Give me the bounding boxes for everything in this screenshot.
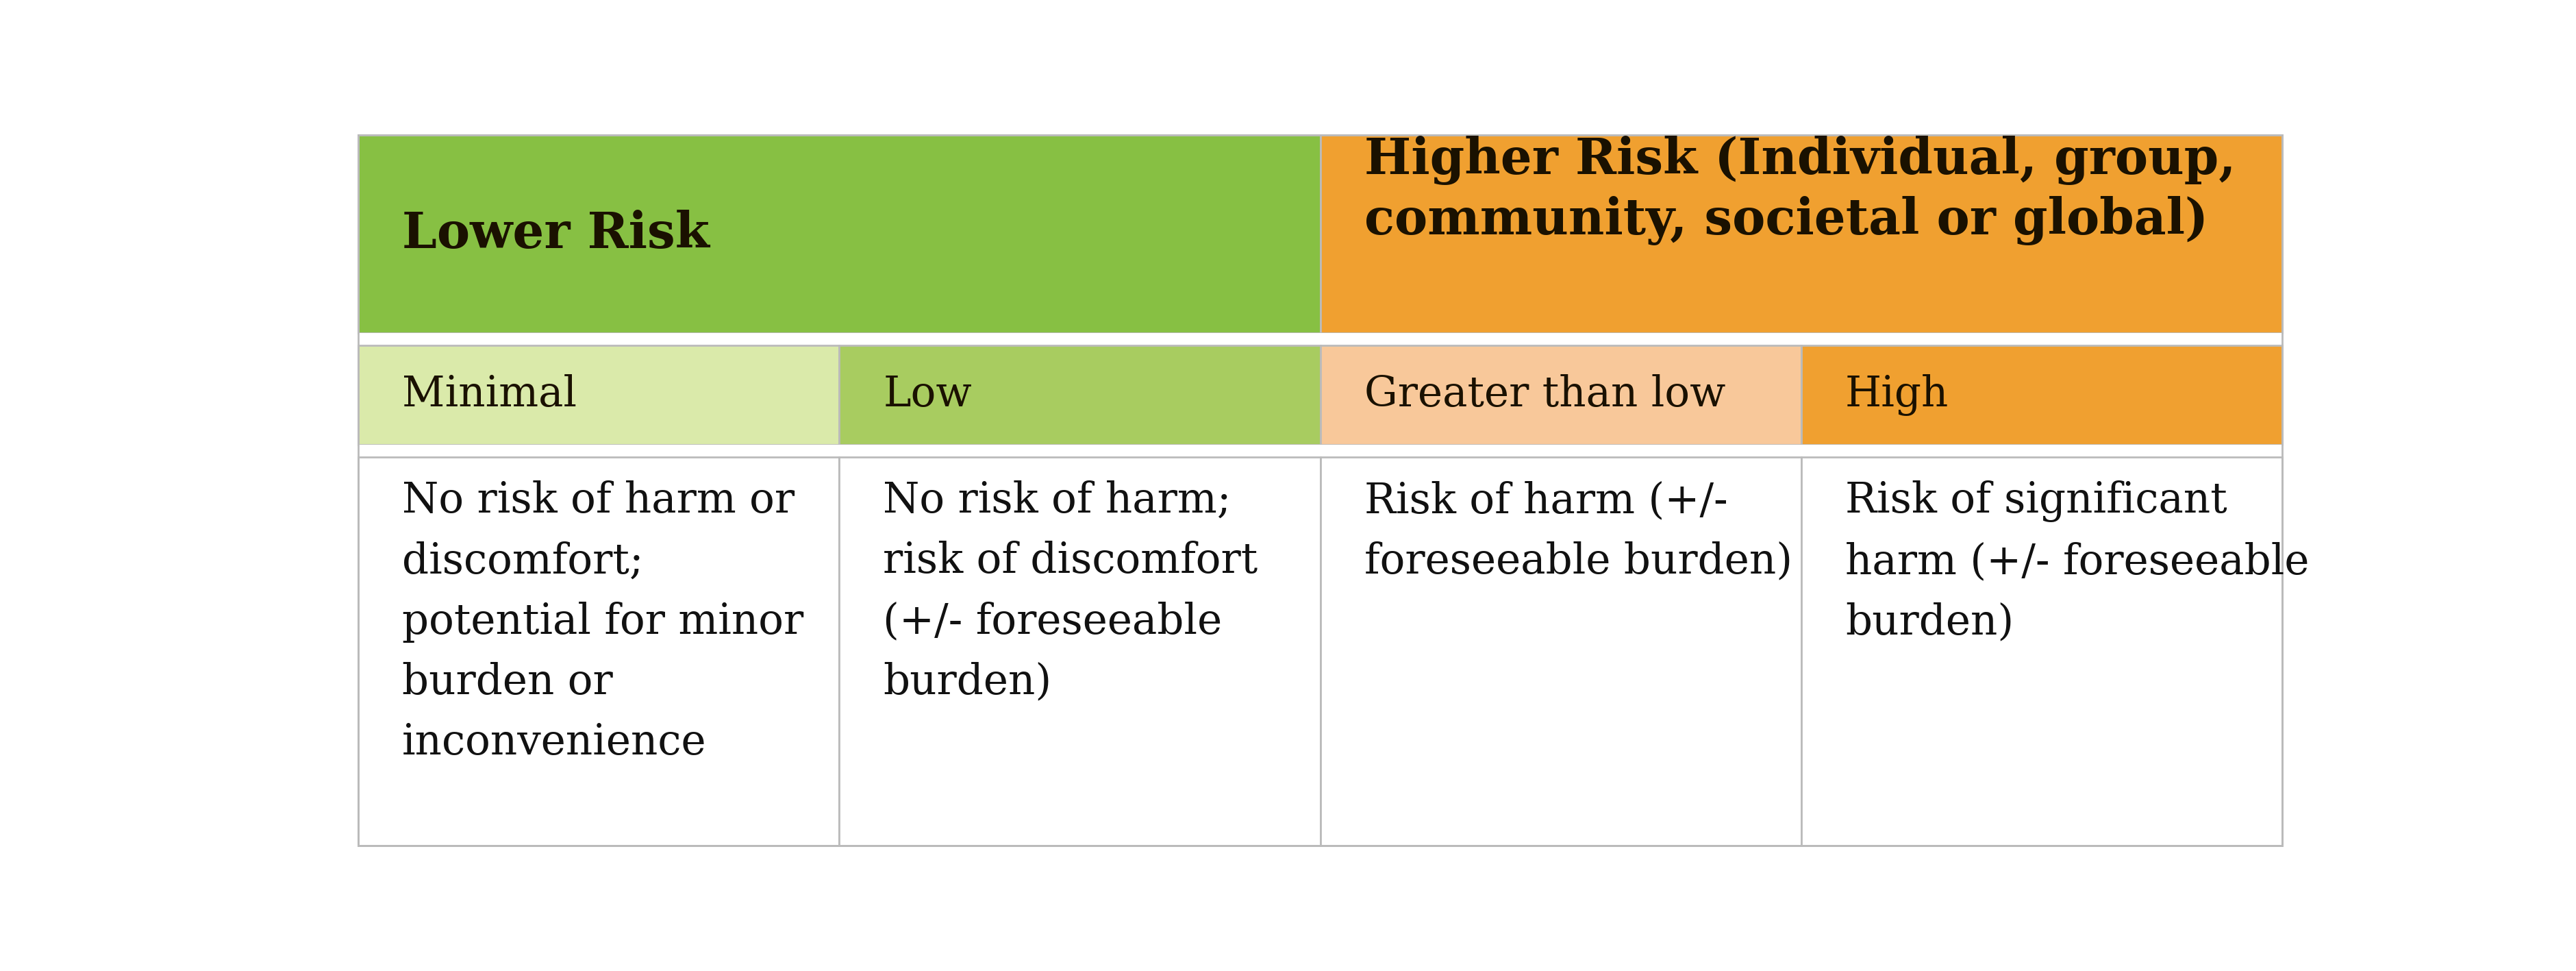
Bar [1801,346,2282,445]
Text: Greater than low: Greater than low [1365,375,1726,416]
Bar [1321,346,1801,445]
Bar [1321,135,2282,333]
Text: Risk of significant
harm (+/- foreseeable
burden): Risk of significant harm (+/- foreseeabl… [1844,481,2308,643]
Bar [840,457,1321,846]
Bar [358,135,1321,333]
Text: Lower Risk: Lower Risk [402,210,708,258]
Text: Low: Low [884,375,971,416]
Bar [358,457,840,846]
Text: Minimal: Minimal [402,375,577,416]
Bar [1321,457,1801,846]
Bar [358,333,2282,346]
Text: High: High [1844,374,1950,416]
Bar [1801,457,2282,846]
Bar [358,445,2282,457]
Bar [840,346,1321,445]
Bar [358,346,840,445]
Text: No risk of harm;
risk of discomfort
(+/- foreseeable
burden): No risk of harm; risk of discomfort (+/-… [884,481,1257,703]
Text: Risk of harm (+/-
foreseeable burden): Risk of harm (+/- foreseeable burden) [1365,481,1793,582]
Text: Higher Risk (Individual, group,
community, societal or global): Higher Risk (Individual, group, communit… [1365,136,2236,246]
Text: No risk of harm or
discomfort;
potential for minor
burden or
inconvenience: No risk of harm or discomfort; potential… [402,481,804,763]
